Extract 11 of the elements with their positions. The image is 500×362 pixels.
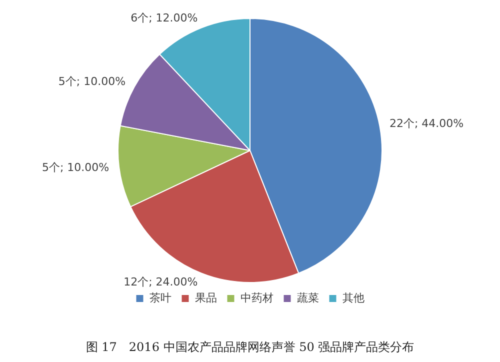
legend-label: 果品: [194, 292, 217, 305]
legend-label: 蔬菜: [296, 292, 319, 305]
caption: 图 17 2016 中国农产品品牌网络声誉 50 强品牌产品类分布: [86, 340, 414, 354]
legend-label: 中药材: [240, 292, 274, 305]
legend-label: 其他: [342, 292, 364, 305]
data-label: 5个; 10.00%: [42, 161, 110, 174]
data-label: 22个; 44.00%: [389, 116, 464, 130]
legend-label: 茶叶: [149, 292, 172, 305]
data-label: 5个; 10.00%: [58, 74, 126, 88]
data-label: 12个; 24.00%: [124, 275, 198, 288]
data-label: 6个; 12.00%: [130, 11, 198, 24]
